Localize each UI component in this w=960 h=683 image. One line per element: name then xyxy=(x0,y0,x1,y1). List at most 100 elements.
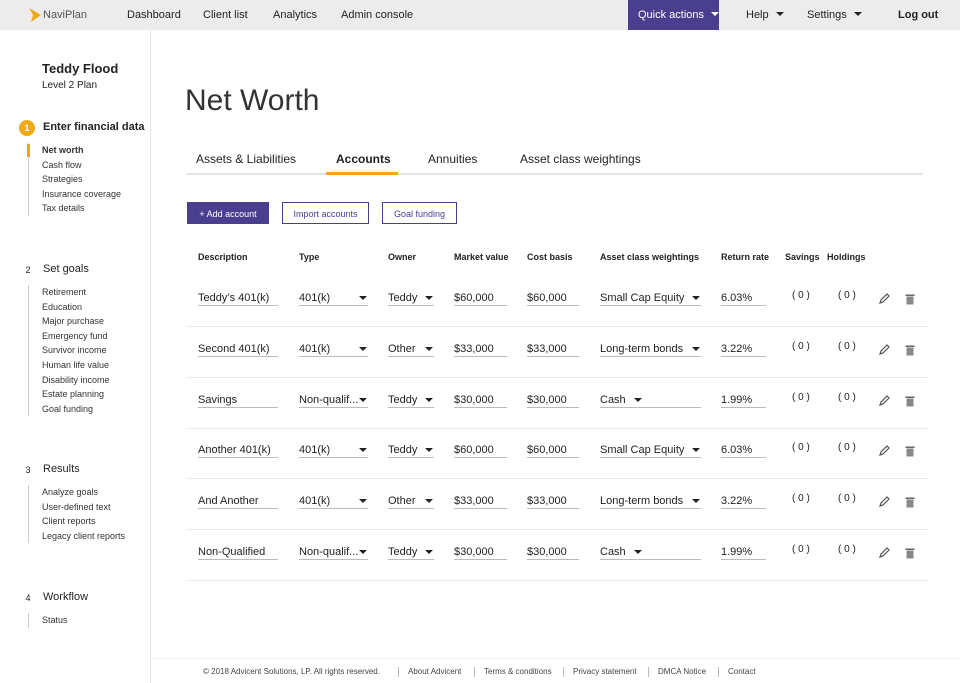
input-field[interactable]: $60,000 xyxy=(454,442,507,459)
holdings-count[interactable]: ( 0 ) xyxy=(838,340,856,352)
input-field[interactable]: $30,000 xyxy=(527,392,579,408)
step-title[interactable]: Enter financial data xyxy=(43,121,145,133)
nav-item[interactable]: Human life value xyxy=(42,360,110,370)
input-field[interactable]: $60,000 xyxy=(527,290,579,306)
input-field[interactable]: $30,000 xyxy=(454,544,507,560)
dropdown[interactable]: 401(k) xyxy=(299,290,368,306)
input-field[interactable]: Another 401(k) xyxy=(198,442,278,459)
delete-icon[interactable] xyxy=(905,292,915,305)
tab[interactable]: Annuities xyxy=(428,152,478,166)
edit-icon[interactable] xyxy=(878,394,890,406)
savings-count[interactable]: ( 0 ) xyxy=(792,493,810,505)
delete-icon[interactable] xyxy=(905,495,915,508)
input-field[interactable]: 1.99% xyxy=(721,544,766,560)
logo[interactable]: NaviPlan xyxy=(43,9,88,21)
dropdown[interactable]: Other xyxy=(388,493,434,510)
nav-item[interactable]: Insurance coverage xyxy=(42,188,122,199)
input-field[interactable]: $30,000 xyxy=(527,544,579,560)
goal-funding-button[interactable]: Goal funding xyxy=(382,202,457,224)
help-menu[interactable]: Help xyxy=(746,9,784,21)
nav-item[interactable]: Survivor income xyxy=(42,345,107,356)
nav-link[interactable]: Analytics xyxy=(273,9,318,21)
holdings-count[interactable]: ( 0 ) xyxy=(838,544,856,555)
nav-item[interactable]: Strategies xyxy=(42,174,83,185)
nav-item-active[interactable]: Net worth xyxy=(42,145,84,155)
tab-active[interactable]: Accounts xyxy=(336,152,391,166)
input-field[interactable]: Non-Qualified xyxy=(198,544,278,560)
nav-link[interactable]: Dashboard xyxy=(127,9,181,21)
nav-item[interactable]: Tax details xyxy=(42,203,85,214)
dropdown[interactable]: Teddy xyxy=(388,544,434,560)
tab[interactable]: Assets & Liabilities xyxy=(196,152,297,166)
footer-link[interactable]: Contact xyxy=(728,667,756,676)
dropdown[interactable]: Teddy xyxy=(388,392,434,408)
dropdown[interactable]: Small Cap Equity xyxy=(600,290,701,306)
input-field[interactable]: $60,000 xyxy=(454,290,507,306)
dropdown[interactable]: Cash xyxy=(600,392,701,408)
savings-count[interactable]: ( 0 ) xyxy=(792,290,810,301)
input-field[interactable]: 3.22% xyxy=(721,341,766,357)
input-field[interactable]: 6.03% xyxy=(721,442,766,459)
nav-item[interactable]: Education xyxy=(42,301,83,312)
nav-item[interactable]: User-defined text xyxy=(42,501,111,512)
input-field[interactable]: 3.22% xyxy=(721,493,766,510)
savings-count[interactable]: ( 0 ) xyxy=(792,340,810,352)
edit-icon[interactable] xyxy=(878,292,890,304)
quick-actions[interactable]: Quick actions xyxy=(638,9,720,21)
holdings-count[interactable]: ( 0 ) xyxy=(838,493,856,505)
add-account-button[interactable]: + Add account xyxy=(187,202,269,224)
input-field[interactable]: And Another xyxy=(198,493,278,510)
dropdown[interactable]: Non-qualif... xyxy=(299,544,368,560)
settings-menu[interactable]: Settings xyxy=(807,9,862,21)
delete-icon[interactable] xyxy=(905,546,915,559)
input-field[interactable]: $33,000 xyxy=(454,341,507,357)
step-title[interactable]: Results xyxy=(43,463,80,475)
dropdown[interactable]: Teddy xyxy=(388,290,434,306)
dropdown[interactable]: Teddy xyxy=(388,442,434,459)
dropdown[interactable]: 401(k) xyxy=(299,442,368,459)
input-field[interactable]: 6.03% xyxy=(721,290,766,306)
dropdown[interactable]: Other xyxy=(388,341,434,357)
holdings-count[interactable]: ( 0 ) xyxy=(838,391,856,403)
dropdown[interactable]: Long-term bonds xyxy=(600,341,701,357)
dropdown[interactable]: Long-term bonds xyxy=(600,493,701,510)
footer-link[interactable]: Privacy statement xyxy=(573,667,637,676)
footer-link[interactable]: Terms & conditions xyxy=(484,667,552,676)
step-title[interactable]: Workflow xyxy=(43,591,89,603)
delete-icon[interactable] xyxy=(905,444,915,457)
step-title[interactable]: Set goals xyxy=(43,263,89,275)
logout[interactable]: Log out xyxy=(898,9,939,21)
delete-icon[interactable] xyxy=(905,343,915,356)
savings-count[interactable]: ( 0 ) xyxy=(792,544,810,555)
input-field[interactable]: Teddy’s 401(k) xyxy=(198,290,278,306)
savings-count[interactable]: ( 0 ) xyxy=(792,442,810,454)
nav-item[interactable]: Client reports xyxy=(42,516,96,527)
footer-link[interactable]: DMCA Notice xyxy=(658,667,707,676)
input-field[interactable]: Savings xyxy=(198,392,278,408)
dropdown[interactable]: Cash xyxy=(600,544,701,560)
edit-icon[interactable] xyxy=(878,546,890,558)
input-field[interactable]: 1.99% xyxy=(721,392,766,408)
savings-count[interactable]: ( 0 ) xyxy=(792,391,810,403)
nav-item[interactable]: Goal funding xyxy=(42,403,94,414)
input-field[interactable]: $33,000 xyxy=(454,493,507,510)
dropdown[interactable]: Small Cap Equity xyxy=(600,442,701,459)
import-button[interactable]: Import accounts xyxy=(282,202,369,224)
edit-icon[interactable] xyxy=(878,444,890,457)
tab[interactable]: Asset class weightings xyxy=(520,152,641,166)
quick-actions-bg[interactable] xyxy=(628,0,719,30)
edit-icon[interactable] xyxy=(878,495,890,508)
holdings-count[interactable]: ( 0 ) xyxy=(838,290,856,301)
nav-item[interactable]: Status xyxy=(42,615,68,625)
holdings-count[interactable]: ( 0 ) xyxy=(838,442,856,454)
nav-item[interactable]: Analyze goals xyxy=(42,487,99,497)
input-field[interactable]: $33,000 xyxy=(527,341,579,357)
nav-item[interactable]: Estate planning xyxy=(42,389,105,400)
dropdown[interactable]: 401(k) xyxy=(299,341,368,357)
nav-item[interactable]: Legacy client reports xyxy=(42,530,126,541)
nav-item[interactable]: Disability income xyxy=(42,374,110,385)
nav-item[interactable]: Emergency fund xyxy=(42,330,108,341)
input-field[interactable]: $33,000 xyxy=(527,493,579,510)
input-field[interactable]: $60,000 xyxy=(527,442,579,459)
nav-item[interactable]: Retirement xyxy=(42,287,87,297)
